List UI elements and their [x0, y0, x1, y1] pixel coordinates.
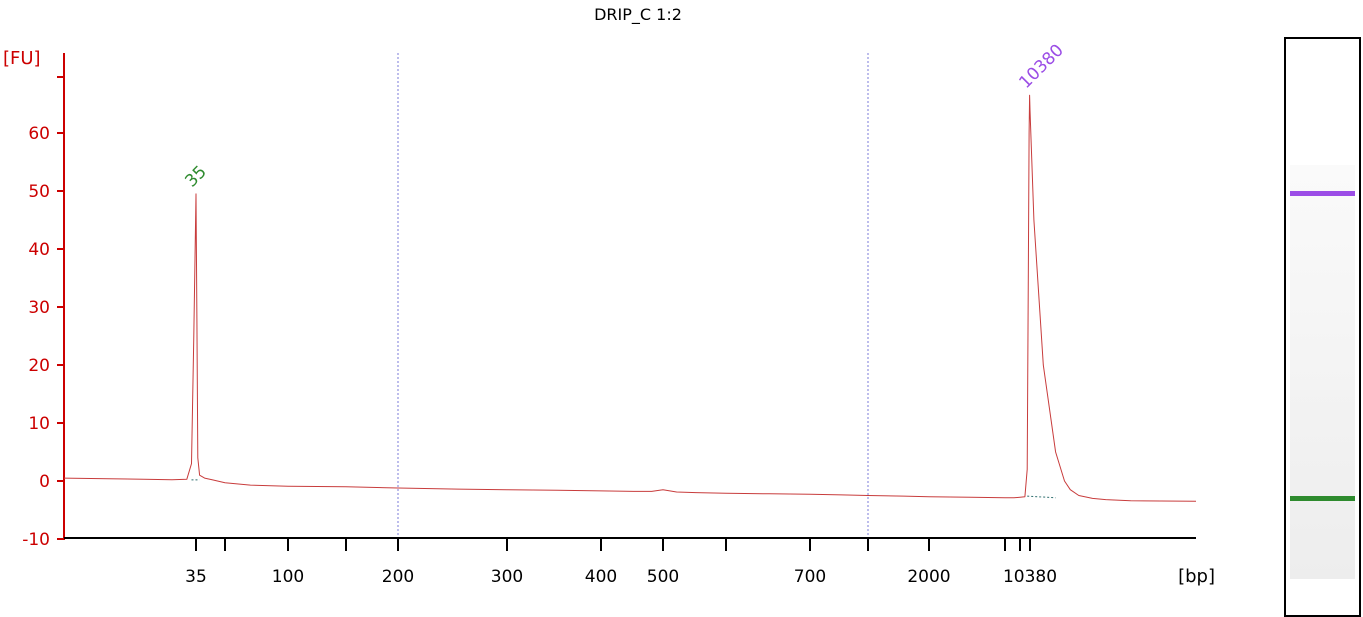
x-tick-label: 400: [585, 567, 617, 587]
electropherogram-chart: DRIP_C 1:2 [FU] [bp] -10 0 10 20 30 40 50 60 35…: [3, 5, 1215, 587]
y-tick-label: 20: [28, 356, 50, 376]
x-tick-label: 200: [382, 567, 414, 587]
traces: [63, 94, 1197, 502]
gel-band-upper-marker: [1290, 190, 1355, 196]
x-tick-label: 2000: [907, 567, 950, 587]
x-tick-label: 35: [185, 567, 207, 587]
x-tick-label: 100: [272, 567, 304, 587]
x-tick-label: 500: [647, 567, 679, 587]
chart-title: DRIP_C 1:2: [594, 5, 682, 25]
peak-label-35: 35: [181, 162, 210, 191]
peak-label-10380: 10380: [1015, 40, 1067, 92]
y-tick-label: 60: [28, 124, 50, 144]
vertical-marker-lines: [397, 53, 869, 538]
y-tick-label: 30: [28, 298, 50, 318]
y-tick-label: 10: [28, 414, 50, 434]
peak-baseline-10380: [1027, 495, 1056, 499]
y-tick-label: -10: [22, 530, 50, 550]
gel-lane-body: [1290, 165, 1355, 579]
y-tick-label: 50: [28, 182, 50, 202]
x-ticks: 35 100 200 300 400 500 700 2000 10380: [185, 538, 1057, 587]
x-axis-label: [bp]: [1178, 566, 1215, 587]
gel-lane: [1284, 37, 1361, 617]
x-tick-label: 700: [794, 567, 826, 587]
y-ticks: -10 0 10 20 30 40 50 60: [22, 76, 64, 550]
x-tick-label: 300: [491, 567, 523, 587]
y-tick-label: 0: [39, 472, 50, 492]
y-tick-label: 40: [28, 240, 50, 260]
gel-band-lower-marker: [1290, 495, 1355, 501]
y-axis-label: [FU]: [3, 48, 41, 69]
peak-labels: 35 10380: [181, 40, 1068, 499]
axes: [63, 53, 1196, 540]
electropherogram-trace-0: [63, 94, 1197, 502]
x-tick-label: 10380: [1003, 567, 1057, 587]
